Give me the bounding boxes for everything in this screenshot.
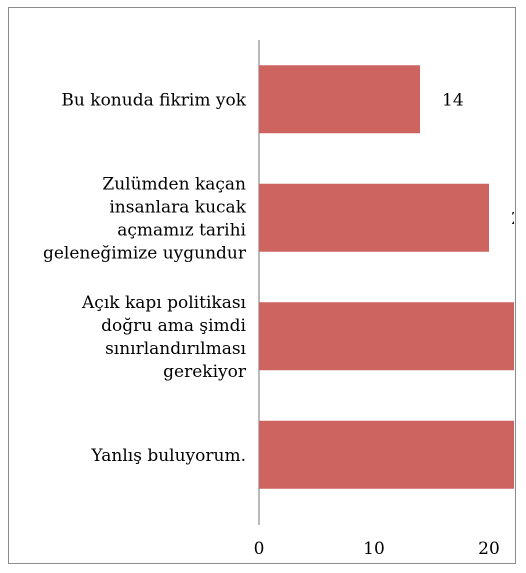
bar bbox=[259, 183, 489, 252]
data-label: 20 bbox=[511, 209, 514, 229]
category-label: Açık kapı politikası doğru ama şimdi sınır… bbox=[81, 293, 247, 382]
category-label: Zulümden kaçan insanlara kucak açmamız tar… bbox=[43, 174, 247, 263]
bar-chart: 01020304014Bu konuda fikrim yok20Zulümde… bbox=[43, 40, 514, 559]
x-tick-label: 0 bbox=[254, 539, 265, 559]
bar bbox=[259, 420, 514, 489]
x-tick-label: 10 bbox=[363, 539, 385, 559]
x-tick-label: 20 bbox=[478, 539, 500, 559]
labels: 01020304014Bu konuda fikrim yok20Zulümde… bbox=[43, 90, 514, 559]
bar bbox=[259, 302, 514, 371]
data-label: 14 bbox=[442, 90, 464, 110]
chart-frame: 01020304014Bu konuda fikrim yok20Zulümde… bbox=[8, 7, 516, 564]
category-label: Bu konuda fikrim yok bbox=[61, 90, 246, 110]
bars bbox=[259, 65, 514, 489]
category-label: Yanlış buluyorum. bbox=[90, 446, 246, 466]
bar bbox=[259, 65, 420, 134]
